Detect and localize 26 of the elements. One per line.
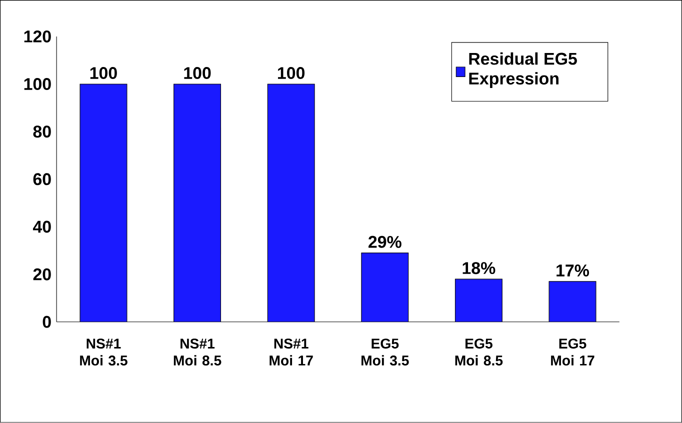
data-label: 100 [278,67,305,80]
y-tick-label: 40 [32,220,51,233]
data-label: 17% [556,264,590,277]
x-tick-label: EG5 Moi 8.5 [455,338,503,366]
y-tick-label: 0 [42,316,51,328]
data-label: 29% [368,236,402,248]
bar [267,84,315,322]
y-tick-label: 80 [33,126,51,138]
x-tick-label: NS#1 Moi 3.5 [80,338,128,366]
data-label: 18% [462,262,496,274]
x-tick-label: NS#1 Moi 17 [270,338,313,366]
x-tick-label: EG5 Moi 17 [551,338,594,366]
bar [80,84,128,322]
bar [361,252,409,322]
data-label: 100 [184,67,211,80]
y-tick-label: 60 [33,173,51,186]
bar [548,281,596,322]
x-tick-label: EG5 Moi 3.5 [362,338,409,366]
y-tick-label: 120 [24,30,51,43]
y-tick-label: 20 [33,268,51,280]
data-label: 100 [90,67,117,80]
bar [454,278,502,322]
y-tick-label: 100 [24,78,51,90]
x-tick-label: NS#1 Moi 8.5 [174,338,222,366]
bar [174,84,222,322]
legend-label: Residual EG5 Expression [469,52,577,88]
